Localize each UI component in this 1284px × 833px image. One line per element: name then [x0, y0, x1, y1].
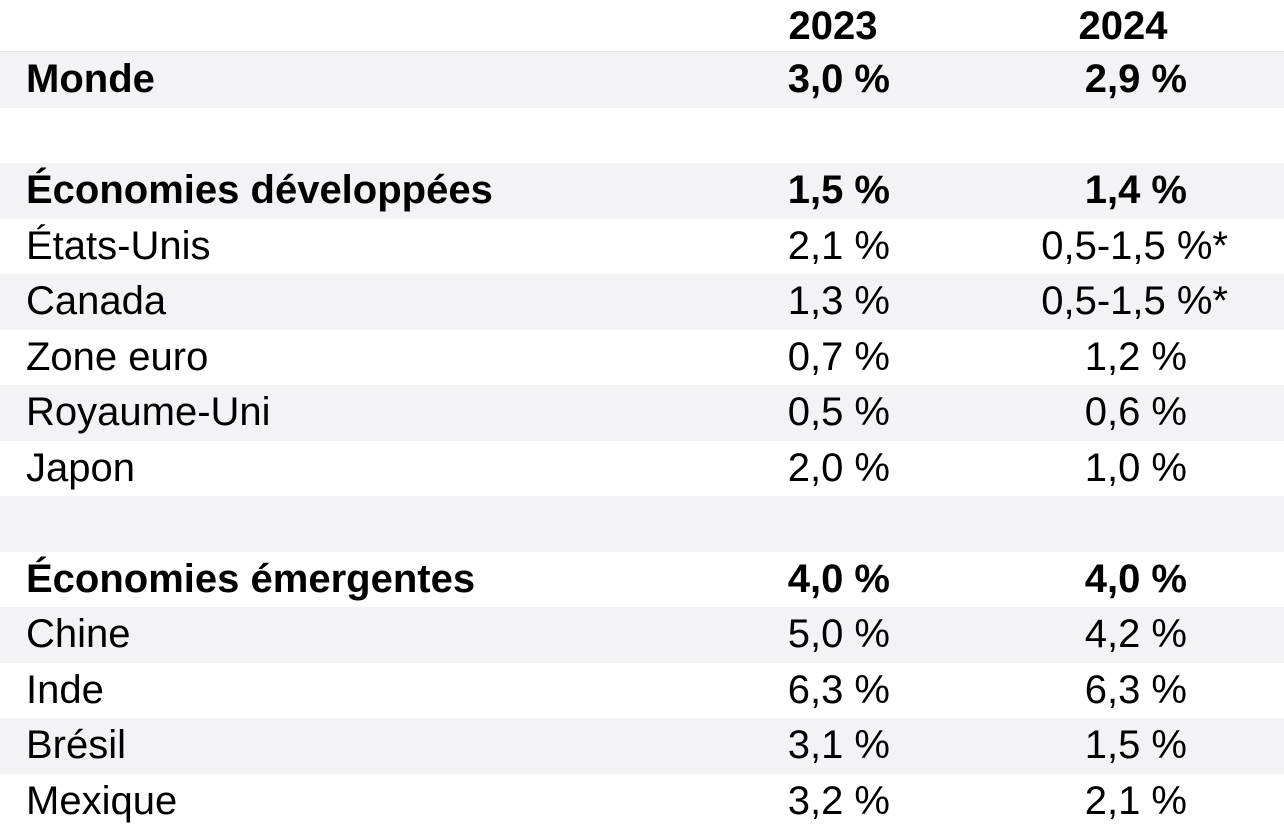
row-label: Royaume-Uni	[26, 390, 271, 434]
value-2024: 4,2 %	[1084, 612, 1187, 656]
row-label: Japon	[26, 445, 135, 490]
table-row: Japon 2,0 % 1,0 %	[0, 441, 1284, 497]
value-2023: 2,1 %	[787, 223, 890, 268]
value-2023: 3,0 %	[787, 57, 890, 101]
value-2024: 1,0 %	[1084, 445, 1187, 490]
value-2023: 0,7 %	[787, 334, 890, 379]
value-2024: 0,5-1,5 %*	[1041, 279, 1228, 323]
row-label: Chine	[26, 612, 131, 656]
value-2023: 2,0 %	[787, 445, 890, 490]
table-row: Chine 5,0 % 4,2 %	[0, 607, 1284, 663]
row-label: Canada	[26, 279, 167, 323]
table-row: Monde 3,0 % 2,9 %	[0, 52, 1284, 108]
value-2023: 1,5 %	[787, 168, 890, 212]
row-label: Économies émergentes	[26, 556, 476, 601]
value-2023: 0,5 %	[787, 390, 890, 434]
value-2023: 3,1 %	[787, 723, 890, 767]
row-label: Inde	[26, 667, 104, 712]
row-label: Mexique	[26, 778, 178, 823]
table-row	[0, 108, 1284, 164]
value-2023: 4,0 %	[787, 556, 890, 601]
value-2024: 1,5 %	[1084, 723, 1187, 767]
value-2023: 6,3 %	[787, 667, 890, 712]
table-row: Zone euro 0,7 % 1,2 %	[0, 330, 1284, 386]
row-label: Brésil	[26, 723, 127, 767]
row-label: Zone euro	[26, 334, 209, 379]
table-row: Inde 6,3 % 6,3 %	[0, 663, 1284, 719]
table-row: Canada 1,3 % 0,5-1,5 %*	[0, 274, 1284, 330]
value-2024: 6,3 %	[1084, 667, 1187, 712]
table-row: États-Unis 2,1 % 0,5-1,5 %*	[0, 219, 1284, 275]
table-header: 2023 2024	[0, 0, 1284, 52]
value-2023: 5,0 %	[787, 612, 890, 656]
table-row: Royaume-Uni 0,5 % 0,6 %	[0, 385, 1284, 441]
row-label: Économies développées	[26, 168, 493, 212]
table-row: Mexique 3,2 % 2,1 %	[0, 774, 1284, 830]
value-2023: 1,3 %	[787, 279, 890, 323]
table-row: Économies développées 1,5 % 1,4 %	[0, 163, 1284, 219]
value-2024: 4,0 %	[1084, 556, 1187, 601]
value-2023: 3,2 %	[787, 778, 890, 823]
value-2024: 1,4 %	[1084, 168, 1187, 212]
row-label: Monde	[26, 57, 155, 101]
value-2024: 0,5-1,5 %*	[1041, 223, 1228, 268]
value-2024: 0,6 %	[1084, 390, 1187, 434]
table-row	[0, 496, 1284, 552]
table-row: Économies émergentes 4,0 % 4,0 %	[0, 552, 1284, 608]
column-header-2023: 2023	[788, 4, 878, 48]
value-2024: 2,9 %	[1084, 57, 1187, 101]
value-2024: 1,2 %	[1084, 334, 1187, 379]
column-header-2024: 2024	[1078, 4, 1168, 48]
row-label: États-Unis	[26, 223, 211, 268]
value-2024: 2,1 %	[1084, 778, 1187, 823]
table-row: Brésil 3,1 % 1,5 %	[0, 718, 1284, 774]
